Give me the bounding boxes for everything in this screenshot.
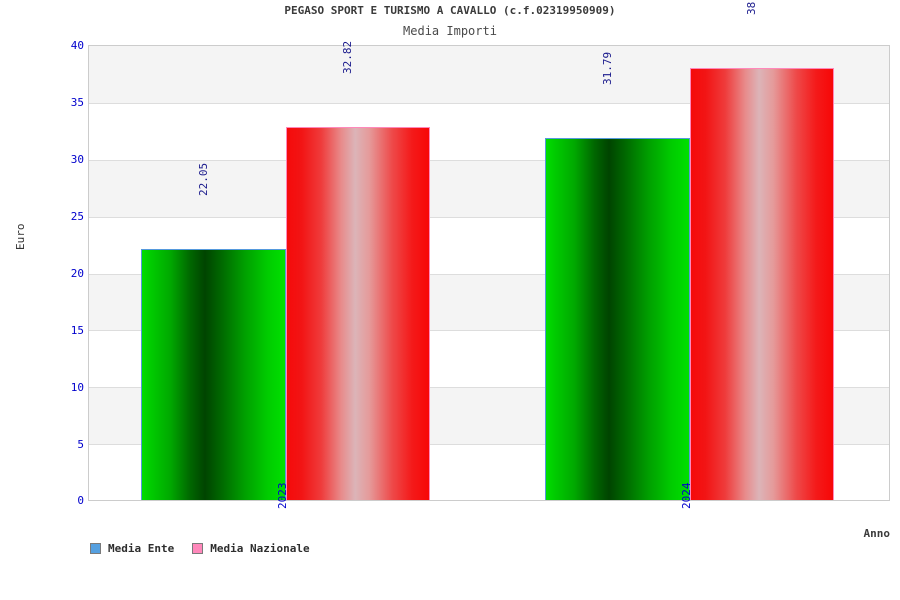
legend-swatch-icon-media-nazionale — [192, 543, 204, 554]
chart-subtitle: Media Importi — [403, 24, 497, 38]
y-tick-20: 20 — [70, 267, 84, 280]
gridline-10 — [89, 387, 889, 388]
bar-2023-media-ente[interactable] — [141, 249, 286, 500]
y-tick-35: 35 — [70, 96, 84, 109]
gridline-35 — [89, 103, 889, 104]
y-tick-25: 25 — [70, 210, 84, 223]
gridline-30 — [89, 160, 889, 161]
y-tick-30: 30 — [70, 153, 84, 166]
value-label-2023-media-ente: 22.05 — [197, 162, 210, 196]
legend-item-media-ente[interactable]: Media Ente — [90, 542, 174, 555]
value-label-2024-media-nazionale: 38.00 — [745, 0, 758, 15]
value-label-2024-media-ente: 31.79 — [601, 51, 614, 85]
y-axis-title: Euro — [14, 223, 27, 251]
gridline-25 — [89, 217, 889, 218]
gridline-15 — [89, 330, 889, 331]
gridline-20 — [89, 274, 889, 275]
chart-title: PEGASO SPORT E TURISMO A CAVALLO (c.f.02… — [284, 4, 616, 17]
bar-2023-media-nazionale[interactable] — [286, 127, 430, 500]
legend-swatch-icon-media-ente — [90, 543, 101, 554]
legend-label-media-nazionale: Media Nazionale — [210, 542, 310, 555]
value-label-2023-media-nazionale: 32.82 — [341, 40, 354, 74]
x-tick-2024: 2024 — [680, 482, 693, 510]
x-tick-2023: 2023 — [276, 482, 289, 510]
legend-item-media-nazionale[interactable]: Media Nazionale — [192, 542, 310, 555]
x-axis-title: Anno — [863, 527, 891, 540]
bar-2024-media-nazionale[interactable] — [690, 68, 834, 500]
y-tick-10: 10 — [70, 381, 84, 394]
y-tick-15: 15 — [70, 324, 84, 337]
y-tick-40: 40 — [70, 39, 84, 52]
gridline-5 — [89, 444, 889, 445]
chart-legend: Media Ente Media Nazionale — [90, 542, 310, 555]
plot-area: 22.05 32.82 31.79 38.00 — [88, 0, 890, 501]
bar-2024-media-ente[interactable] — [545, 138, 690, 500]
y-tick-0: 0 — [77, 494, 84, 507]
y-tick-5: 5 — [77, 438, 84, 451]
legend-label-media-ente: Media Ente — [108, 542, 175, 555]
